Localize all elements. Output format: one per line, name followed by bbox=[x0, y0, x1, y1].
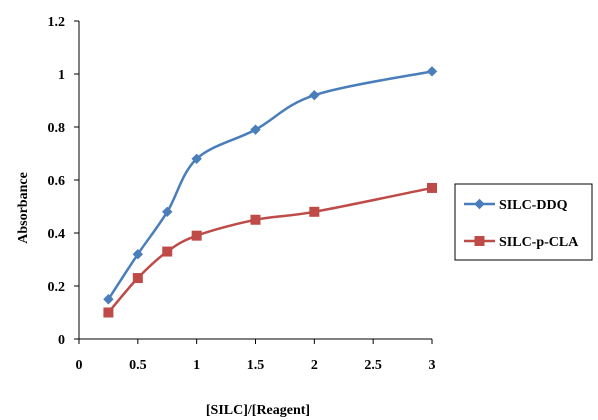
x-tick-label: 2.5 bbox=[364, 358, 382, 373]
y-tick-label: 1 bbox=[58, 68, 65, 83]
data-point bbox=[103, 307, 114, 318]
y-tick-label: 0.2 bbox=[48, 280, 66, 295]
y-tick-label: 0.6 bbox=[48, 174, 66, 189]
data-point bbox=[250, 124, 261, 135]
y-tick-label: 1.2 bbox=[48, 15, 66, 30]
series-1 bbox=[103, 66, 438, 305]
x-tick-label: 0.5 bbox=[129, 358, 147, 373]
axes bbox=[74, 20, 433, 344]
tick-labels: 0 0.2 0.4 0.6 0.8 1 1.2 0 0.5 1 1.5 2 2.5 3 bbox=[48, 15, 436, 373]
legend-label: SILC-DDQ bbox=[499, 198, 568, 213]
data-point bbox=[309, 206, 320, 217]
y-tick-label: 0.8 bbox=[48, 121, 66, 136]
legend-box bbox=[454, 183, 593, 261]
data-point bbox=[132, 273, 143, 284]
data-point bbox=[103, 294, 114, 305]
legend-items: SILC-DDQ SILC-p-CLA bbox=[464, 198, 579, 250]
series-line bbox=[107, 70, 433, 300]
series-2 bbox=[103, 182, 437, 318]
x-tick-label: 1.5 bbox=[247, 358, 265, 373]
y-tick-label: 0 bbox=[58, 333, 65, 348]
data-point bbox=[309, 89, 320, 101]
legend-marker bbox=[474, 236, 485, 246]
data-point bbox=[250, 214, 261, 225]
x-tick-label: 3 bbox=[429, 358, 436, 373]
x-tick-label: 2 bbox=[311, 358, 318, 373]
data-point bbox=[162, 246, 173, 257]
data-point bbox=[427, 182, 437, 193]
series-layer bbox=[103, 66, 438, 318]
legend-item: SILC-DDQ bbox=[464, 198, 568, 213]
y-tick-label: 0.4 bbox=[48, 227, 66, 242]
legend-item: SILC-p-CLA bbox=[464, 235, 579, 250]
legend: SILC-DDQ SILC-p-CLA bbox=[454, 183, 593, 261]
x-tick-label: 1 bbox=[193, 358, 200, 373]
x-tick-label: 0 bbox=[76, 358, 83, 373]
data-point bbox=[132, 248, 144, 260]
y-axis-title: Absorbance bbox=[16, 172, 31, 244]
data-point bbox=[426, 66, 438, 77]
series-line bbox=[107, 186, 433, 314]
legend-label: SILC-p-CLA bbox=[499, 235, 579, 250]
data-point bbox=[191, 230, 202, 241]
data-point bbox=[191, 153, 202, 165]
x-axis-title: [SILC]/[Reagent] bbox=[206, 403, 310, 418]
data-point bbox=[162, 206, 173, 218]
legend-marker bbox=[474, 198, 485, 210]
